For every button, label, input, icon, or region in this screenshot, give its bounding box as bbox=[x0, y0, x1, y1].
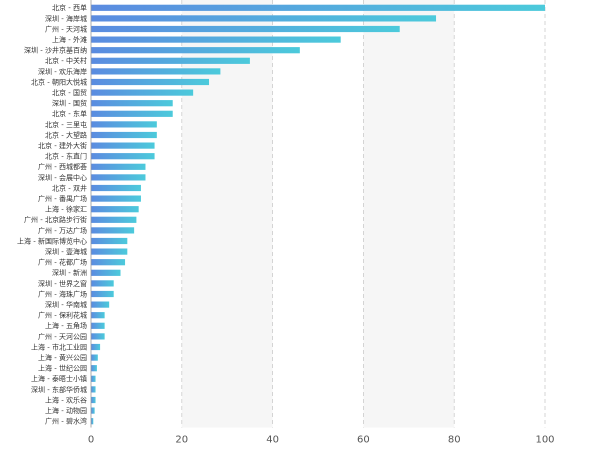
category-label-23: 深圳 - 壹海城 bbox=[45, 247, 87, 256]
bar-3[interactable] bbox=[91, 36, 341, 43]
category-label-5: 北京 - 中关村 bbox=[45, 56, 87, 65]
bar-28[interactable] bbox=[91, 301, 110, 308]
bar-14[interactable] bbox=[91, 153, 155, 160]
category-label-3: 上海 - 外滩 bbox=[52, 35, 87, 44]
category-label-11: 北京 - 三里屯 bbox=[45, 120, 87, 129]
x-tick-label-60: 60 bbox=[357, 435, 370, 446]
category-label-21: 广州 - 万达广场 bbox=[38, 226, 87, 235]
category-label-6: 深圳 - 欢乐海岸 bbox=[38, 67, 87, 76]
category-label-25: 深圳 - 新洲 bbox=[52, 268, 87, 277]
category-label-7: 北京 - 朝阳大悦城 bbox=[31, 77, 87, 86]
category-label-39: 广州 - 碧水湾 bbox=[45, 417, 87, 426]
bar-20[interactable] bbox=[91, 216, 137, 223]
bar-6[interactable] bbox=[91, 68, 221, 75]
bar-35[interactable] bbox=[91, 375, 96, 382]
bar-22[interactable] bbox=[91, 237, 128, 245]
category-label-35: 上海 - 泰晤士小镇 bbox=[31, 374, 87, 383]
bar-34[interactable] bbox=[91, 365, 97, 372]
category-label-0: 北京 - 西单 bbox=[52, 3, 87, 12]
bar-39[interactable] bbox=[91, 418, 94, 425]
category-label-4: 深圳 - 沙井京基百纳 bbox=[24, 46, 87, 55]
bar-38[interactable] bbox=[91, 407, 95, 414]
category-label-36: 深圳 - 东部华侨城 bbox=[31, 385, 87, 394]
x-tick-label-100: 100 bbox=[535, 435, 554, 446]
category-label-38: 上海 - 动物园 bbox=[45, 406, 87, 415]
bar-5[interactable] bbox=[91, 57, 250, 64]
category-label-1: 深圳 - 海岸城 bbox=[45, 14, 87, 23]
category-label-9: 深圳 - 国贸 bbox=[52, 99, 87, 108]
category-label-33: 上海 - 黄兴公园 bbox=[38, 353, 87, 362]
x-tick-label-0: 0 bbox=[88, 435, 94, 446]
bar-33[interactable] bbox=[91, 354, 98, 361]
category-label-28: 深圳 - 华南城 bbox=[45, 300, 87, 309]
category-label-12: 北京 - 大望路 bbox=[45, 130, 87, 139]
category-label-17: 北京 - 双井 bbox=[52, 183, 87, 192]
category-label-15: 广州 - 西城都荟 bbox=[38, 162, 87, 171]
bar-11[interactable] bbox=[91, 121, 157, 128]
background-bands bbox=[181, 0, 455, 428]
bar-8[interactable] bbox=[91, 89, 194, 96]
bar-2[interactable] bbox=[91, 25, 400, 33]
bar-4[interactable] bbox=[91, 47, 300, 54]
bar-31[interactable] bbox=[91, 333, 105, 340]
bar-15[interactable] bbox=[91, 163, 146, 170]
category-label-30: 上海 - 五角场 bbox=[45, 321, 87, 330]
bar-13[interactable] bbox=[91, 142, 155, 149]
category-label-16: 深圳 - 会展中心 bbox=[38, 173, 87, 182]
bar-24[interactable] bbox=[91, 259, 126, 266]
bar-7[interactable] bbox=[91, 78, 210, 86]
bar-21[interactable] bbox=[91, 227, 135, 234]
band-20-40 bbox=[181, 0, 273, 428]
category-label-19: 上海 - 徐家汇 bbox=[45, 205, 87, 214]
x-tick-label-40: 40 bbox=[266, 435, 279, 446]
bar-9[interactable] bbox=[91, 100, 173, 107]
bar-18[interactable] bbox=[91, 195, 141, 202]
bar-0[interactable] bbox=[91, 4, 545, 11]
category-label-26: 深圳 - 世界之窗 bbox=[38, 279, 87, 288]
bar-10[interactable] bbox=[91, 110, 173, 117]
category-label-37: 上海 - 欢乐谷 bbox=[45, 395, 87, 404]
bar-26[interactable] bbox=[91, 280, 114, 287]
x-axis-ticks: 0 20 40 60 80 100 bbox=[88, 435, 555, 446]
category-label-14: 北京 - 东直门 bbox=[45, 152, 87, 161]
category-label-10: 北京 - 东单 bbox=[52, 109, 87, 118]
category-label-29: 广州 - 保利花城 bbox=[38, 311, 87, 320]
bar-17[interactable] bbox=[91, 184, 141, 192]
category-label-32: 上海 - 市北工业园 bbox=[31, 342, 87, 351]
category-label-27: 广州 - 海珠广场 bbox=[38, 289, 87, 298]
bar-1[interactable] bbox=[91, 15, 437, 22]
x-tick-label-20: 20 bbox=[175, 435, 188, 446]
bar-32[interactable] bbox=[91, 343, 101, 351]
bar-25[interactable] bbox=[91, 269, 121, 276]
category-label-34: 上海 - 世纪公园 bbox=[38, 364, 87, 373]
bar-16[interactable] bbox=[91, 174, 146, 181]
bar-29[interactable] bbox=[91, 312, 105, 319]
category-label-20: 广州 - 北京路步行街 bbox=[24, 215, 87, 224]
x-tick-label-80: 80 bbox=[448, 435, 461, 446]
band-60-80 bbox=[363, 0, 455, 428]
category-label-24: 广州 - 花都广场 bbox=[38, 258, 87, 267]
category-label-22: 上海 - 新国际博览中心 bbox=[17, 236, 87, 245]
category-label-31: 广州 - 天河公园 bbox=[38, 332, 87, 341]
category-label-13: 北京 - 建外大街 bbox=[38, 141, 87, 150]
bar-30[interactable] bbox=[91, 322, 105, 329]
bar-12[interactable] bbox=[91, 131, 157, 139]
bar-27[interactable] bbox=[91, 290, 114, 298]
category-label-18: 广州 - 番禺广场 bbox=[38, 194, 87, 203]
bar-23[interactable] bbox=[91, 248, 128, 255]
category-label-2: 广州 - 天河城 bbox=[45, 24, 87, 33]
bar-37[interactable] bbox=[91, 396, 96, 404]
category-label-8: 北京 - 国贸 bbox=[52, 88, 87, 97]
bar-36[interactable] bbox=[91, 386, 96, 393]
bars bbox=[91, 4, 545, 425]
bar-19[interactable] bbox=[91, 206, 139, 213]
